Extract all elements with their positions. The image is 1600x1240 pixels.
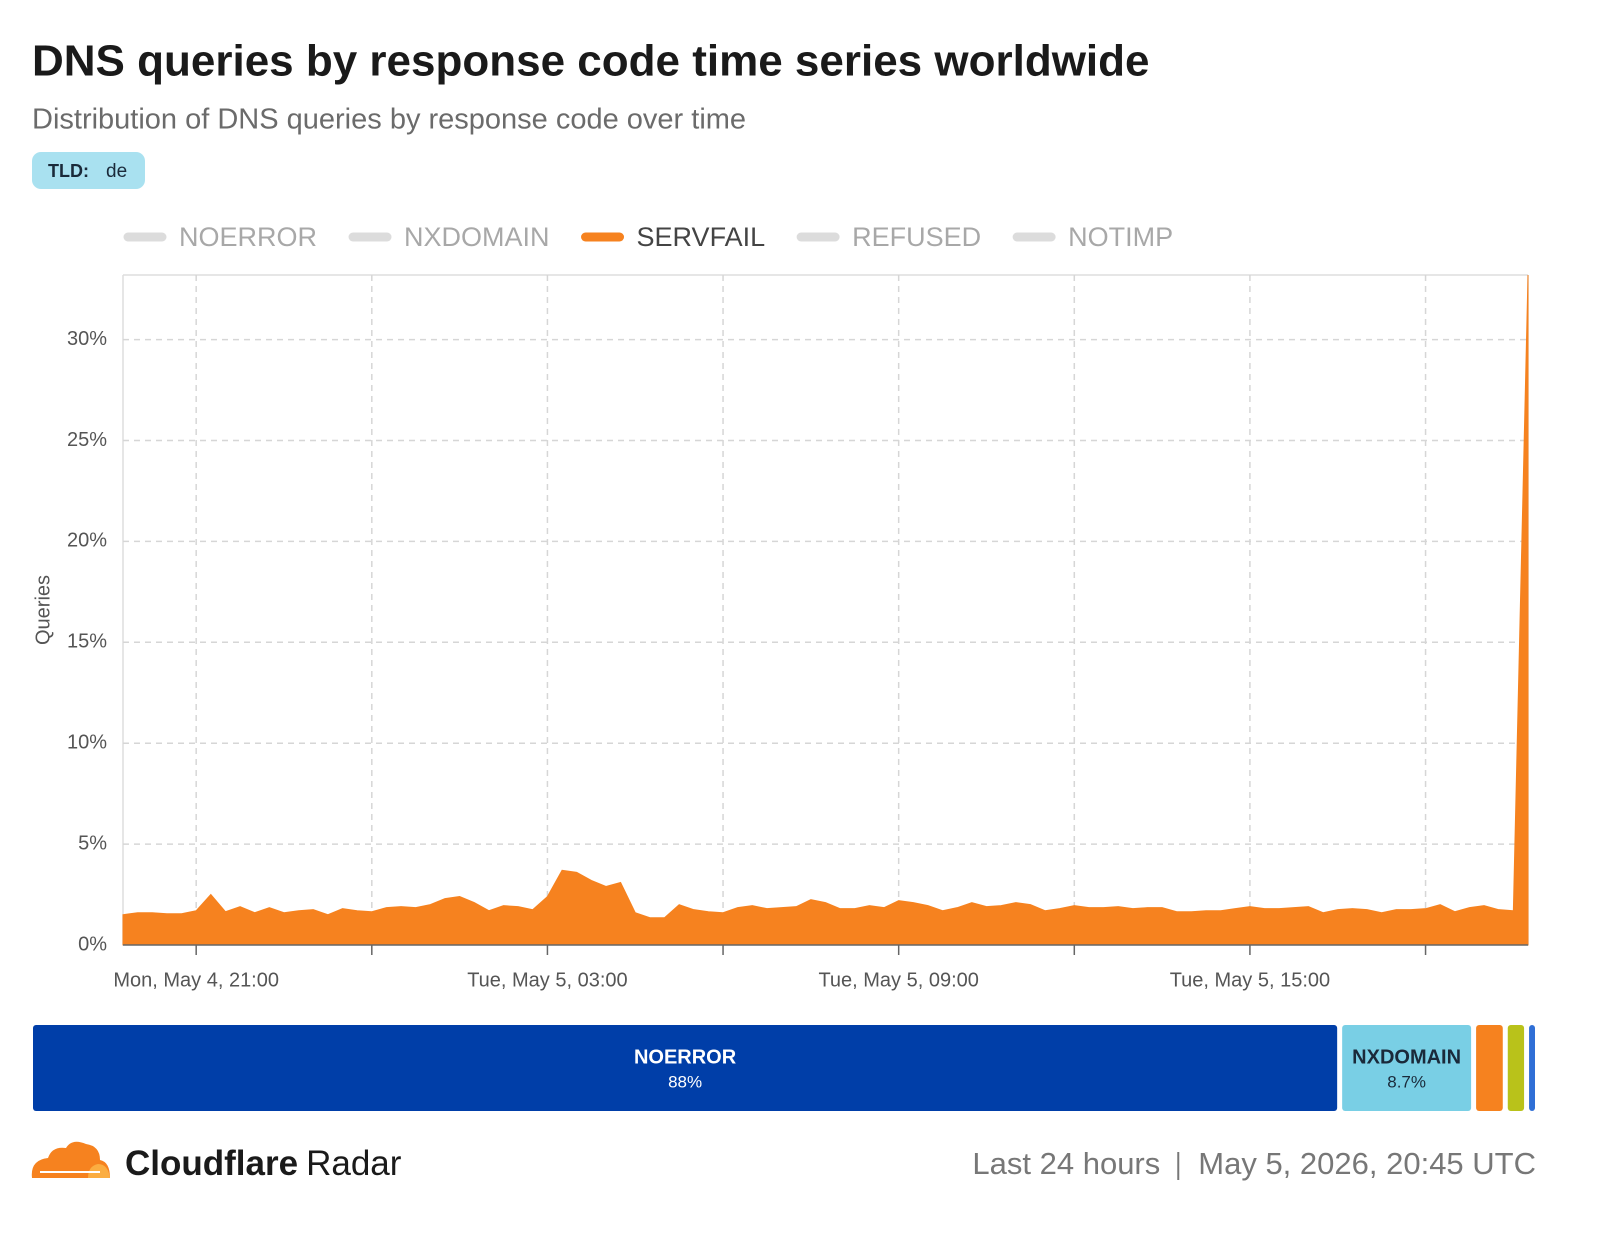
footer-period: Last 24 hours — [972, 1146, 1160, 1181]
filter-label: TLD: — [48, 161, 89, 181]
y-tick-label: 20% — [67, 530, 107, 552]
footer-timestamp: May 5, 2026, 20:45 UTC — [1198, 1146, 1536, 1181]
share-segment — [1476, 1025, 1503, 1111]
y-tick-label: 10% — [67, 731, 107, 753]
share-label: NXDOMAIN — [1352, 1046, 1461, 1068]
legend-label: NXDOMAIN — [404, 222, 550, 252]
y-tick-label: 30% — [67, 328, 107, 350]
share-segment — [1342, 1025, 1472, 1111]
brand: Cloudflare Radar — [125, 1144, 402, 1183]
cloudflare-logo — [31, 1141, 110, 1178]
legend-label: NOTIMP — [1068, 222, 1173, 252]
x-tick-label: Mon, May 4, 21:00 — [113, 969, 279, 991]
filter-value: de — [106, 161, 127, 182]
y-tick-label: 25% — [67, 429, 107, 451]
share-value: 88% — [668, 1072, 702, 1091]
y-tick-label: 5% — [78, 832, 107, 854]
y-axis-label: Queries — [32, 575, 54, 645]
legend-label: NOERROR — [179, 222, 317, 252]
y-tick-label: 15% — [67, 631, 107, 653]
legend: NOERROR NXDOMAIN SERVFAIL REFUSED NOTIMP — [123, 222, 1173, 252]
plot-area: 0% 5% 10% 15% 20% 25% 30% Mon, May 4, 21:00 Tue,… — [67, 274, 1529, 991]
area — [122, 274, 1529, 946]
share-label: NOERROR — [634, 1046, 737, 1068]
x-tick-label: Tue, May 5, 15:00 — [1170, 969, 1330, 991]
share-segment — [1507, 1025, 1525, 1111]
brand-bold: Cloudflare — [125, 1144, 298, 1183]
legend-label: REFUSED — [852, 222, 981, 252]
chart-title: DNS queries by response code time series… — [32, 37, 1150, 86]
share-segment — [33, 1025, 1338, 1111]
share-bar: NOERROR 88% NXDOMAIN 8.7% — [33, 1025, 1535, 1111]
brand-light: Radar — [306, 1144, 402, 1183]
x-tick-label: Tue, May 5, 09:00 — [818, 969, 978, 991]
legend-label: SERVFAIL — [637, 222, 766, 252]
x-tick-label: Tue, May 5, 03:00 — [467, 969, 627, 991]
share-value: 8.7% — [1387, 1072, 1426, 1091]
share-segment — [1529, 1025, 1535, 1111]
chart-subtitle: Distribution of DNS queries by response … — [32, 104, 746, 136]
filter-chip — [32, 152, 145, 189]
y-tick-label: 0% — [78, 933, 107, 955]
